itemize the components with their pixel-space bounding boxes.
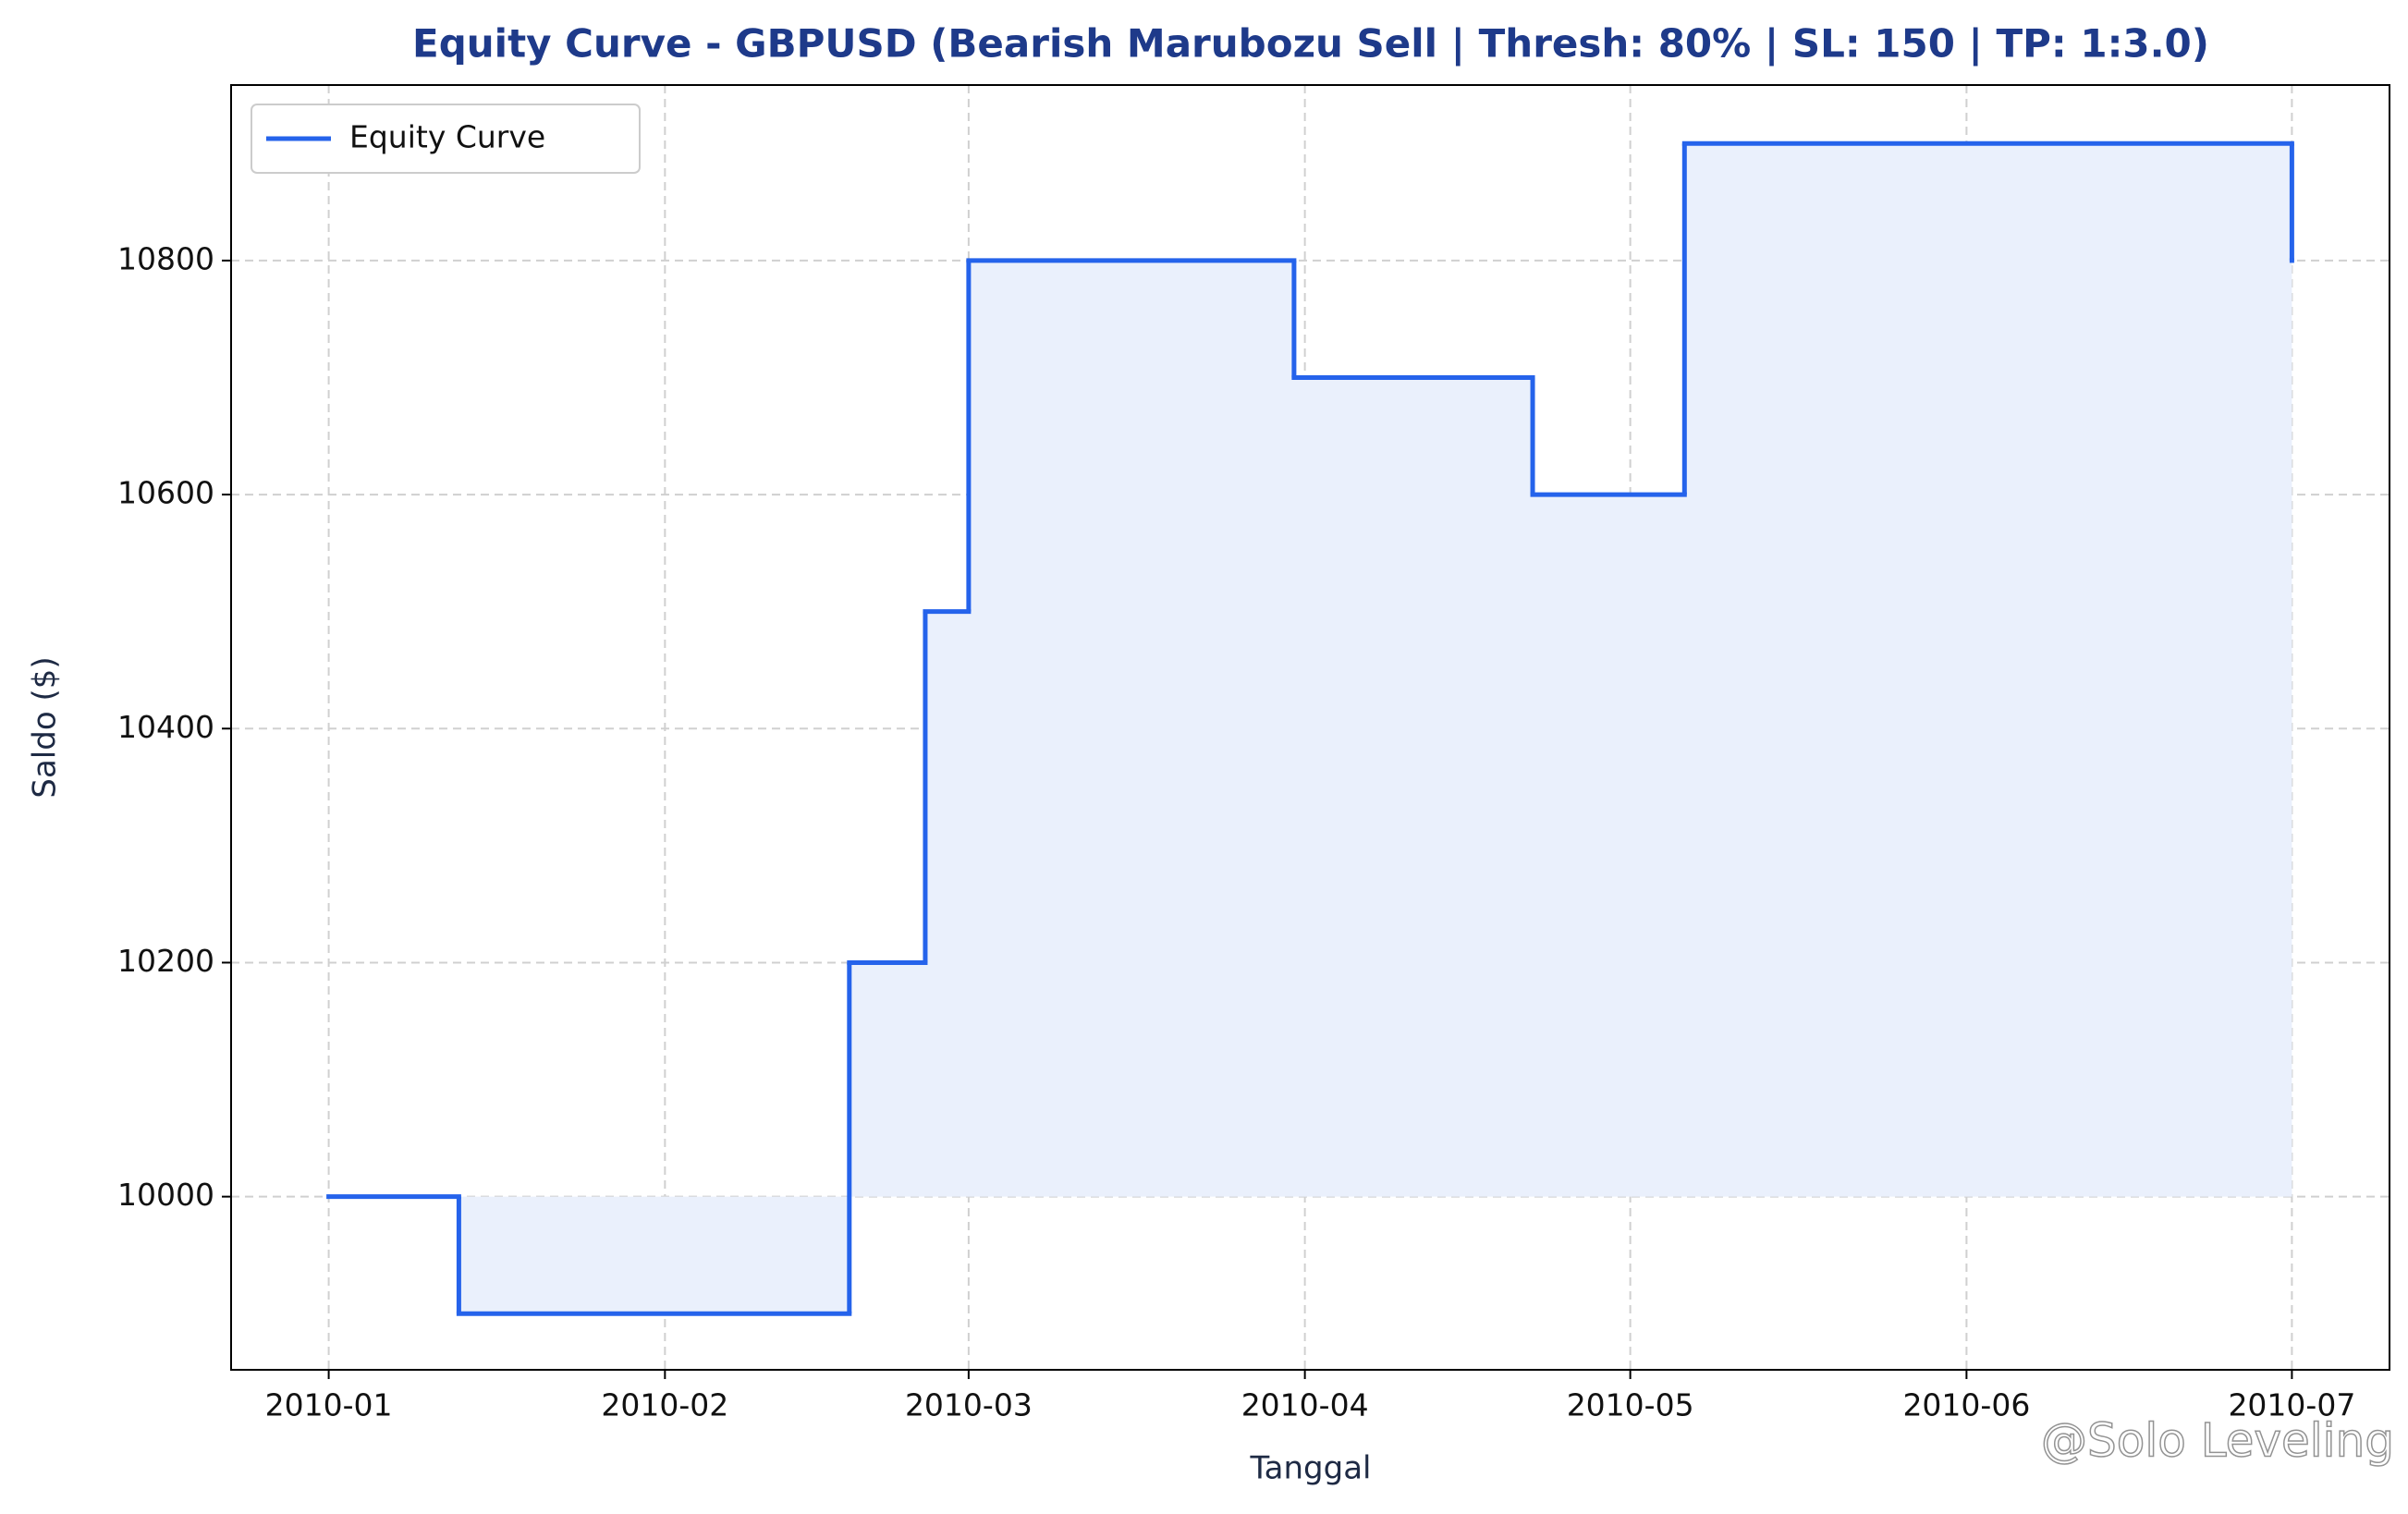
legend-label: Equity Curve <box>349 119 545 155</box>
y-tick-label: 10800 <box>117 240 214 276</box>
x-tick-label: 2010-05 <box>1567 1387 1694 1423</box>
x-tick-label: 2010-06 <box>1902 1387 2030 1423</box>
y-tick-label: 10600 <box>117 475 214 511</box>
x-tick-label: 2010-02 <box>601 1387 728 1423</box>
x-tick-label: 2010-07 <box>2228 1387 2355 1423</box>
x-tick-label: 2010-01 <box>265 1387 393 1423</box>
plot-frame <box>230 84 2390 1371</box>
y-tick-label: 10400 <box>117 709 214 745</box>
area-fill <box>328 143 2292 1314</box>
x-axis-label: Tanggal <box>1250 1450 1372 1487</box>
chart-title: Equity Curve - GBPUSD (Bearish Marubozu … <box>412 21 2209 67</box>
legend-box <box>251 104 641 174</box>
x-tick-label: 2010-03 <box>905 1387 1033 1423</box>
y-tick-label: 10000 <box>117 1177 214 1213</box>
x-tick-label: 2010-04 <box>1241 1387 1369 1423</box>
y-axis-label: Saldo ($) <box>27 656 64 798</box>
watermark: @Solo Leveling <box>2041 1414 2394 1468</box>
y-tick-label: 10200 <box>117 943 214 979</box>
